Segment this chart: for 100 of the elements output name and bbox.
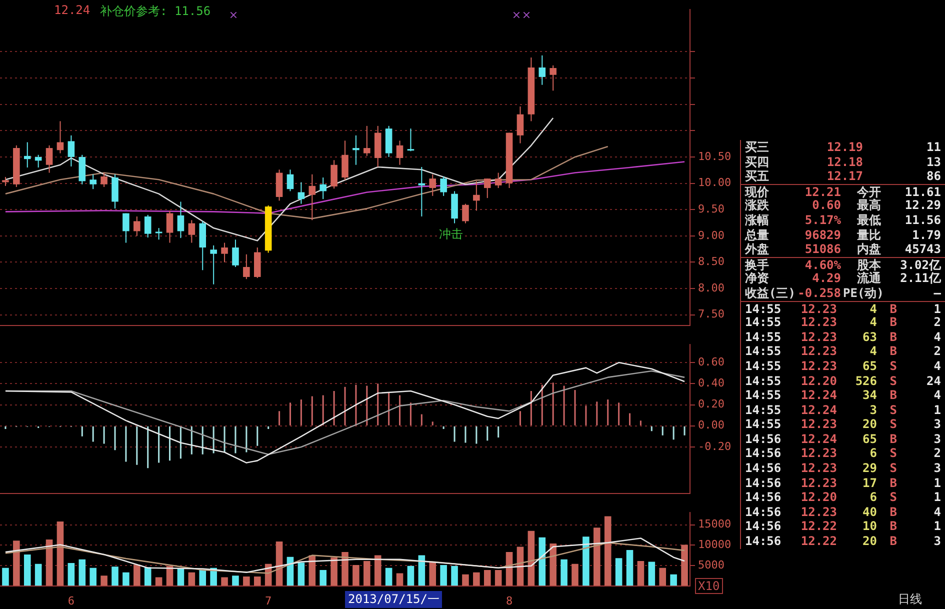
candlestick xyxy=(330,160,338,190)
candlestick xyxy=(418,166,426,217)
candlestick xyxy=(68,134,75,167)
candlestick xyxy=(232,239,239,268)
text: 换手 4.60% 股本 3.02亿 xyxy=(745,258,941,272)
text: 14:55 12.23 20 S 3 xyxy=(745,417,941,432)
bar xyxy=(122,572,130,586)
bar xyxy=(68,563,75,586)
text: 日线 xyxy=(898,591,922,608)
candlestick xyxy=(210,244,217,285)
bar xyxy=(538,537,546,586)
text: 涨幅 5.17% 最低 11.56 xyxy=(745,212,941,227)
text: 现价 12.21 今开 11.61 xyxy=(745,184,941,199)
bar xyxy=(626,550,634,586)
y-tick-label: 9.00 xyxy=(698,228,724,242)
candlestick xyxy=(550,64,556,92)
bar xyxy=(582,536,590,586)
candlestick xyxy=(494,172,502,189)
y-tick-label: 15000 xyxy=(698,518,732,531)
candlestick xyxy=(429,174,436,196)
text: 14:55 12.23 65 S 4 xyxy=(745,358,941,373)
annotation: 补仓价参考: 11.56 xyxy=(100,3,211,20)
candlestick xyxy=(100,172,108,188)
candlestick xyxy=(243,254,250,280)
candlestick xyxy=(364,125,370,156)
bar xyxy=(670,574,677,586)
text: 收益(三) -0.258 PE(动) — xyxy=(745,286,941,300)
text: 14:55 12.23 4 B 1 xyxy=(745,302,941,316)
bar xyxy=(232,576,239,586)
candlestick xyxy=(516,106,524,144)
bar xyxy=(572,564,578,586)
bar xyxy=(648,562,656,586)
x-tick-label: 8 xyxy=(506,594,513,608)
x-tick-label: 6 xyxy=(68,594,75,608)
candlestick xyxy=(221,242,228,263)
bar xyxy=(451,566,458,586)
text: X10 xyxy=(695,578,723,594)
bar xyxy=(177,568,184,586)
candlestick xyxy=(462,203,469,224)
candlestick xyxy=(352,134,360,166)
bar xyxy=(100,576,108,586)
candlestick xyxy=(166,210,174,244)
y-tick-label: 7.50 xyxy=(698,308,724,321)
y-tick-label: 0.60 xyxy=(698,355,724,368)
bar xyxy=(342,552,348,586)
bar xyxy=(407,566,414,586)
bar xyxy=(24,554,31,586)
bar xyxy=(594,528,600,586)
y-tick-label: 10.50 xyxy=(698,150,732,163)
bar xyxy=(46,539,53,586)
bar xyxy=(2,568,9,586)
bar xyxy=(396,573,404,586)
text: 14:56 12.20 6 S 1 xyxy=(745,490,941,504)
candlestick xyxy=(342,140,348,181)
bar xyxy=(604,516,612,586)
bar xyxy=(615,558,622,586)
bar xyxy=(550,544,556,586)
candlestick xyxy=(396,140,404,166)
text: 总量 96829 量比 1.79 xyxy=(745,228,941,242)
candlestick xyxy=(538,54,546,86)
candlestick xyxy=(134,216,140,236)
bar xyxy=(560,559,568,586)
y-tick-label: -0.20 xyxy=(698,440,732,453)
y-tick-label: 0.20 xyxy=(698,398,724,411)
y-tick-label: 8.50 xyxy=(698,255,724,268)
bar xyxy=(188,572,196,586)
bar xyxy=(320,570,326,586)
candlestick xyxy=(484,178,491,199)
text: 14:56 12.23 29 S 3 xyxy=(745,461,941,476)
bar xyxy=(385,568,392,586)
bar xyxy=(528,530,535,586)
text: 买四 12.18 13 xyxy=(745,154,941,169)
text: 14:55 12.23 4 B 2 xyxy=(745,315,941,330)
y-tick-label: 10000 xyxy=(698,538,732,551)
bar xyxy=(298,562,305,586)
candlestick xyxy=(56,120,64,154)
candlestick xyxy=(188,220,196,244)
bar xyxy=(13,540,20,586)
candlestick xyxy=(177,201,184,239)
candlestick xyxy=(298,182,305,204)
candlestick xyxy=(90,174,96,190)
bar xyxy=(352,565,360,586)
text: 涨跌 0.60 最高 12.29 xyxy=(745,198,941,212)
candlestick xyxy=(407,128,414,152)
text: 14:56 12.23 17 B 1 xyxy=(745,476,941,490)
bar xyxy=(308,555,316,586)
text: 14:55 12.24 34 B 4 xyxy=(745,388,941,402)
text: 14:55 12.20 526 S 24 xyxy=(745,374,941,388)
x-tick-label: 7 xyxy=(265,594,272,608)
bar xyxy=(364,560,370,586)
candlestick xyxy=(24,142,31,168)
candlestick xyxy=(320,177,326,200)
text: 外盘 51086 内盘 45743 xyxy=(745,242,941,256)
candlestick xyxy=(34,154,42,168)
text: 14:55 12.24 3 S 1 xyxy=(745,402,941,417)
bar xyxy=(78,559,86,586)
bar xyxy=(637,560,644,586)
bar xyxy=(134,564,140,586)
text: 14:56 12.23 6 S 2 xyxy=(745,446,941,460)
candlestick xyxy=(286,169,294,192)
